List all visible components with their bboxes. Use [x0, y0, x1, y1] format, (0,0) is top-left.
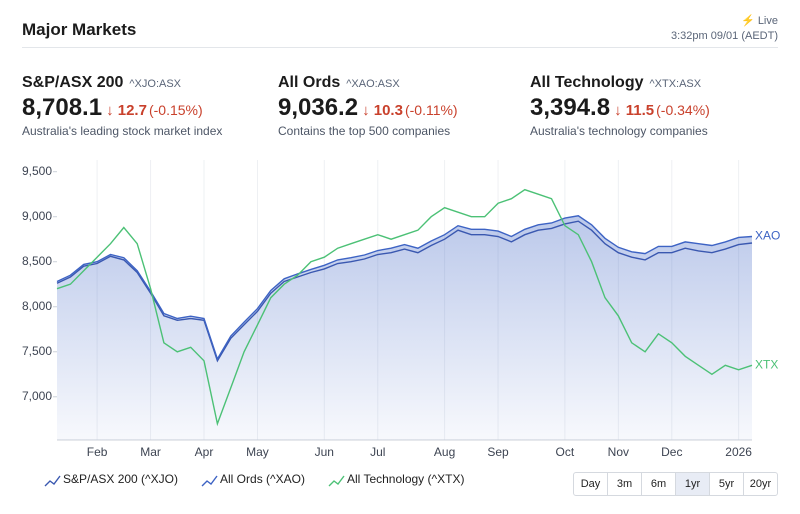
series-end-label: XAO [755, 229, 780, 243]
index-code: ^XJO:ASX [129, 78, 182, 90]
index-change: ↓ 11.5 [614, 102, 655, 119]
range-button[interactable]: 6m [641, 473, 675, 495]
index-price: 9,036.2 [278, 94, 359, 121]
y-tick-label: 7,500 [22, 344, 52, 358]
y-tick-label: 9,000 [22, 209, 52, 223]
x-tick-label: Dec [661, 445, 682, 459]
x-tick-label: Aug [434, 445, 455, 459]
index-description: Australia's technology companies [530, 124, 708, 138]
timestamp: 3:32pm 09/01 (AEDT) [671, 30, 778, 42]
legend-icon [328, 475, 345, 487]
x-tick-label: 2026 [725, 445, 752, 459]
index-name: All Ords [278, 74, 341, 91]
y-tick-label: 9,500 [22, 164, 52, 178]
legend-label: All Technology (^XTX) [347, 472, 464, 486]
index-card: S&P/ASX 200 ^XJO:ASX 8,708.1 ↓ 12.7 (-0.15%)… [22, 74, 222, 138]
legend-icon [201, 475, 218, 487]
change-value: 11.5 [625, 102, 655, 119]
index-card: All Ords ^XAO:ASX 9,036.2 ↓ 10.3 (-0.11%) Con… [278, 74, 458, 138]
range-selector: Day 3m 6m 1yr 5yr 20yr [573, 472, 778, 496]
y-tick-label: 8,500 [22, 254, 52, 268]
series-line [56, 215, 753, 361]
index-description: Contains the top 500 companies [278, 124, 451, 138]
index-change: ↓ 10.3 [362, 102, 403, 119]
index-name: S&P/ASX 200 [22, 74, 124, 91]
legend-label: All Ords (^XAO) [220, 472, 305, 486]
legend-icon [44, 475, 61, 487]
range-button[interactable]: Day [580, 478, 601, 490]
series-end-label: XTX [755, 357, 778, 371]
live-status: ⚡ Live 3:32pm 09/01 (AEDT) [671, 14, 778, 44]
index-header: All Ords ^XAO:ASX [278, 74, 458, 92]
x-tick-label: Mar [140, 445, 161, 459]
change-value: 10.3 [373, 102, 403, 119]
range-button[interactable]: 5yr [709, 473, 743, 495]
live-text: Live [757, 15, 778, 27]
x-tick-label: May [246, 445, 269, 459]
index-quote: 9,036.2 ↓ 10.3 (-0.11%) [278, 94, 458, 122]
index-change: ↓ 12.7 [106, 102, 147, 119]
x-tick-label: Oct [556, 445, 575, 459]
range-button[interactable]: 1yr [675, 473, 709, 495]
x-tick-label: Feb [87, 445, 108, 459]
x-tick-label: Jun [315, 445, 334, 459]
index-code: ^XTX:ASX [649, 78, 702, 90]
y-tick-label: 7,000 [22, 389, 52, 403]
x-tick-label: Jul [370, 445, 385, 459]
series-line [56, 220, 753, 363]
index-header: All Technology ^XTX:ASX [530, 74, 710, 92]
x-tick-label: Nov [608, 445, 629, 459]
index-quote: 3,394.8 ↓ 11.5 (-0.34%) [530, 94, 710, 122]
index-percent: (-0.15%) [148, 102, 203, 118]
widget-title: Major Markets [22, 20, 137, 39]
index-name: All Technology [530, 74, 644, 91]
index-price: 3,394.8 [530, 94, 611, 121]
series-line [56, 188, 753, 427]
y-tick-label: 8,000 [22, 299, 52, 313]
index-price: 8,708.1 [22, 94, 103, 121]
index-card: All Technology ^XTX:ASX 3,394.8 ↓ 11.5 (-0.3… [530, 74, 710, 138]
area [57, 215, 752, 440]
index-description: Australia's leading stock market index [22, 124, 223, 138]
change-value: 12.7 [117, 102, 147, 119]
index-percent: (-0.11%) [404, 102, 458, 118]
live-label: ⚡ Live [741, 15, 778, 27]
legend-label: S&P/ASX 200 (^XJO) [63, 472, 178, 486]
x-tick-label: Apr [195, 445, 214, 459]
index-code: ^XAO:ASX [346, 78, 400, 90]
range-button[interactable]: 3m [607, 473, 641, 495]
range-button[interactable]: 20yr [743, 473, 777, 495]
index-quote: 8,708.1 ↓ 12.7 (-0.15%) [22, 94, 222, 122]
index-header: S&P/ASX 200 ^XJO:ASX [22, 74, 222, 92]
divider [22, 47, 778, 48]
x-tick-label: Sep [487, 445, 509, 459]
index-percent: (-0.34%) [656, 102, 710, 118]
